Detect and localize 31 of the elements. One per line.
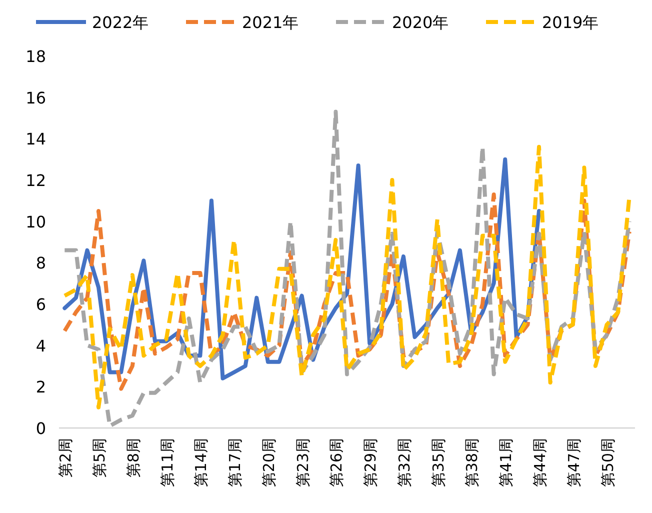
legend-label: 2022年 bbox=[92, 13, 149, 32]
x-tick-label: 第14周 bbox=[192, 438, 210, 488]
legend-label: 2020年 bbox=[392, 13, 449, 32]
y-tick-label: 6 bbox=[36, 295, 46, 314]
x-tick-label: 第17周 bbox=[226, 438, 244, 488]
y-tick-label: 0 bbox=[36, 419, 46, 438]
y-tick-label: 2 bbox=[36, 378, 46, 397]
x-tick-label: 第35周 bbox=[429, 438, 448, 488]
x-tick-label: 第32周 bbox=[395, 438, 414, 488]
x-tick-label: 第5周 bbox=[90, 438, 109, 478]
y-tick-label: 4 bbox=[36, 336, 46, 356]
x-tick-label: 第11周 bbox=[158, 438, 176, 488]
y-tick-label: 10 bbox=[26, 212, 46, 232]
x-tick-label: 第29周 bbox=[362, 438, 380, 488]
legend-label: 2021年 bbox=[242, 13, 299, 32]
x-tick-label: 第20周 bbox=[260, 438, 278, 488]
y-tick-label: 18 bbox=[26, 47, 46, 66]
x-tick-label: 第23周 bbox=[294, 438, 312, 488]
y-tick-label: 14 bbox=[26, 130, 46, 149]
y-tick-label: 12 bbox=[26, 171, 46, 190]
x-tick-label: 第2周 bbox=[56, 438, 75, 478]
x-tick-label: 第26周 bbox=[328, 438, 346, 488]
x-tick-label: 第47周 bbox=[564, 438, 583, 488]
legend-label: 2019年 bbox=[542, 13, 599, 32]
x-tick-label: 第44周 bbox=[531, 438, 549, 488]
x-tick-label: 第38周 bbox=[463, 438, 482, 488]
x-tick-label: 第41周 bbox=[497, 438, 516, 488]
y-tick-label: 16 bbox=[26, 88, 46, 108]
x-tick-label: 第8周 bbox=[124, 438, 142, 478]
x-tick-label: 第50周 bbox=[598, 438, 617, 488]
y-tick-label: 8 bbox=[36, 254, 46, 273]
